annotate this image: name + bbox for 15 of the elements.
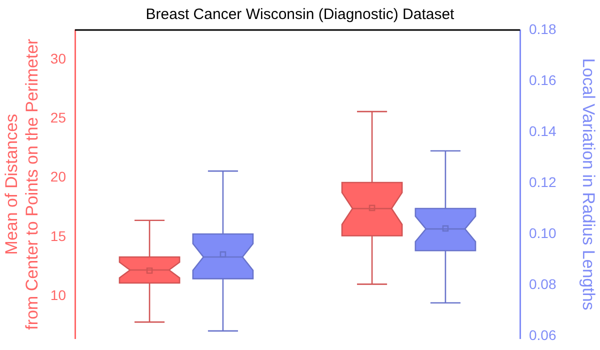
y2-tick-label: 0.08 (529, 276, 556, 292)
y2-tick-label: 0.18 (529, 20, 556, 37)
y-tick-label: 15 (50, 228, 66, 244)
y-tick-label: 30 (50, 50, 66, 66)
y-tick-label: 25 (50, 110, 66, 126)
y-tick-label: 10 (50, 286, 66, 303)
y2-tick-label: 0.10 (529, 224, 556, 241)
y2-tick-label: 0.16 (529, 72, 556, 88)
y2-tick-label: 0.12 (529, 174, 556, 190)
chart-title: Breast Cancer Wisconsin (Diagnostic) Dataset (146, 6, 456, 24)
y2-tick-label: 0.06 (529, 326, 556, 343)
y-axis-title: Mean of Distances from Center to Points on the Perimeter (2, 38, 42, 330)
y2-tick-label: 0.14 (529, 122, 556, 139)
y-tick-label: 20 (50, 168, 66, 185)
y2-axis-title: Local Variation in Radius Lengths (579, 58, 598, 310)
